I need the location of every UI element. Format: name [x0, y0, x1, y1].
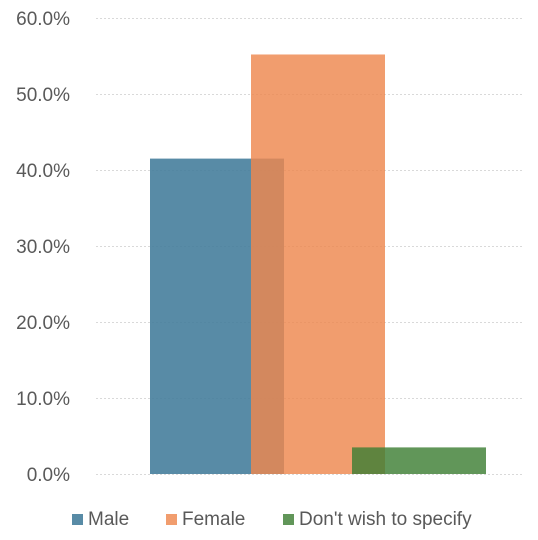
- y-tick-label-2: 20.0%: [16, 313, 70, 334]
- legend-label-1: Female: [182, 509, 245, 530]
- bar-female: [251, 54, 385, 474]
- y-tick-label-3: 30.0%: [16, 237, 70, 258]
- chart-bars: [150, 54, 486, 474]
- chart-legend: Male Female Don't wish to specify: [72, 509, 472, 530]
- legend-label-0: Male: [88, 509, 129, 530]
- legend-swatch-0: [72, 514, 83, 525]
- y-tick-label-6: 60.0%: [16, 9, 70, 30]
- y-tick-label-1: 10.0%: [16, 389, 70, 410]
- y-tick-label-0: 0.0%: [27, 465, 70, 486]
- y-tick-label-5: 50.0%: [16, 85, 70, 106]
- y-axis-tick-labels: 0.0% 10.0% 20.0% 30.0% 40.0% 50.0% 60.0%: [16, 9, 70, 486]
- y-tick-label-4: 40.0%: [16, 161, 70, 182]
- legend-label-2: Don't wish to specify: [299, 509, 472, 530]
- legend-swatch-1: [166, 514, 177, 525]
- bar-don-t-wish-to-specify: [352, 447, 486, 474]
- legend-swatch-2: [283, 514, 294, 525]
